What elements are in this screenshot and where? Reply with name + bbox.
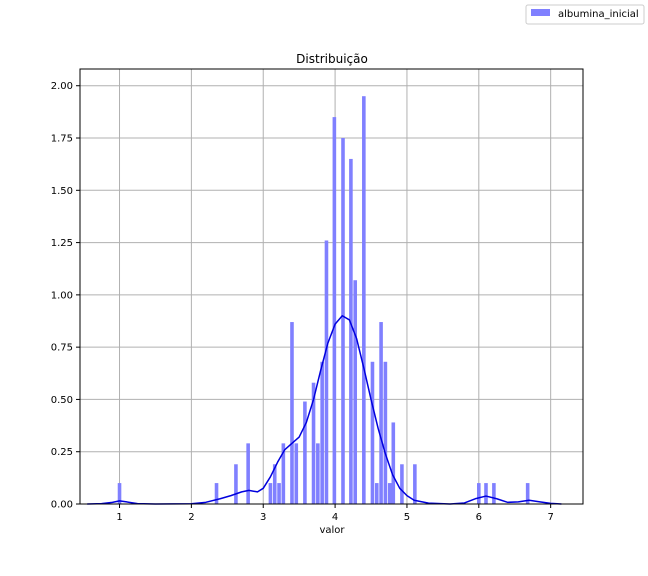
x-tick-label: 6	[476, 512, 482, 523]
histogram-bar	[370, 361, 375, 504]
histogram-bar	[383, 361, 388, 504]
chart-title: Distribuição	[296, 52, 368, 66]
histogram-bar	[413, 464, 417, 504]
histogram-bar	[400, 464, 404, 504]
histogram-bar	[214, 483, 219, 504]
kde-curve	[87, 315, 562, 505]
histogram-bar	[492, 483, 496, 504]
histogram-bar	[525, 483, 530, 504]
x-tick-label: 5	[404, 512, 410, 523]
kde-curve-group	[87, 315, 562, 505]
histogram-bar	[320, 361, 324, 504]
histogram-bar	[303, 401, 307, 504]
histogram-bar	[246, 443, 250, 504]
histogram-bar	[117, 483, 122, 504]
y-tick-label: 0.25	[51, 447, 73, 458]
histogram-bars	[117, 96, 530, 505]
histogram-bar	[349, 158, 353, 504]
histogram-bar	[234, 464, 238, 504]
y-tick-label: 0.00	[51, 500, 73, 511]
y-tick-label: 2.00	[51, 81, 73, 92]
x-tick-label: 3	[260, 512, 266, 523]
y-tick-label: 1.00	[51, 290, 73, 301]
histogram-bar	[387, 483, 392, 504]
x-axis-label: valor	[319, 525, 345, 536]
histogram-bar	[268, 483, 273, 504]
histogram-bar	[294, 443, 299, 504]
histogram-bar	[272, 464, 277, 504]
histogram-bar	[374, 483, 379, 504]
histogram-bar	[277, 483, 281, 504]
histogram-bar	[324, 240, 329, 504]
y-tick-label: 1.75	[51, 134, 73, 145]
histogram-bar	[316, 443, 320, 504]
y-tick-label: 1.50	[51, 186, 73, 197]
legend-frame	[525, 4, 645, 25]
histogram-bar	[362, 96, 366, 504]
histogram-bar	[281, 443, 286, 504]
legend-swatch	[531, 9, 550, 16]
histogram-bar	[332, 117, 337, 505]
histogram-bar	[290, 322, 294, 504]
histogram-bar	[391, 422, 396, 504]
histogram-bar	[341, 138, 345, 505]
histogram-bar	[477, 483, 481, 504]
x-tick-label: 1	[116, 512, 122, 523]
x-tick-label: 2	[188, 512, 194, 523]
histogram-bar	[311, 382, 316, 504]
legend: albumina_inicial	[525, 4, 645, 25]
y-tick-label: 0.75	[51, 343, 73, 354]
y-tick-label: 0.50	[51, 395, 73, 406]
histogram-bar	[353, 280, 358, 504]
histogram-bar	[379, 322, 383, 504]
x-tick-label: 7	[547, 512, 553, 523]
y-tick-label: 1.25	[51, 238, 73, 249]
x-tick-label: 4	[332, 512, 338, 523]
histogram-bar	[484, 483, 488, 504]
legend-label: albumina_inicial	[558, 9, 639, 20]
axis-ticks: 1 2 3 4 5 6 7 0.00 0.25 0.50 0.75 1.00 1.25 1.50 1.75 2…	[51, 81, 554, 523]
axes-frame	[79, 68, 584, 505]
